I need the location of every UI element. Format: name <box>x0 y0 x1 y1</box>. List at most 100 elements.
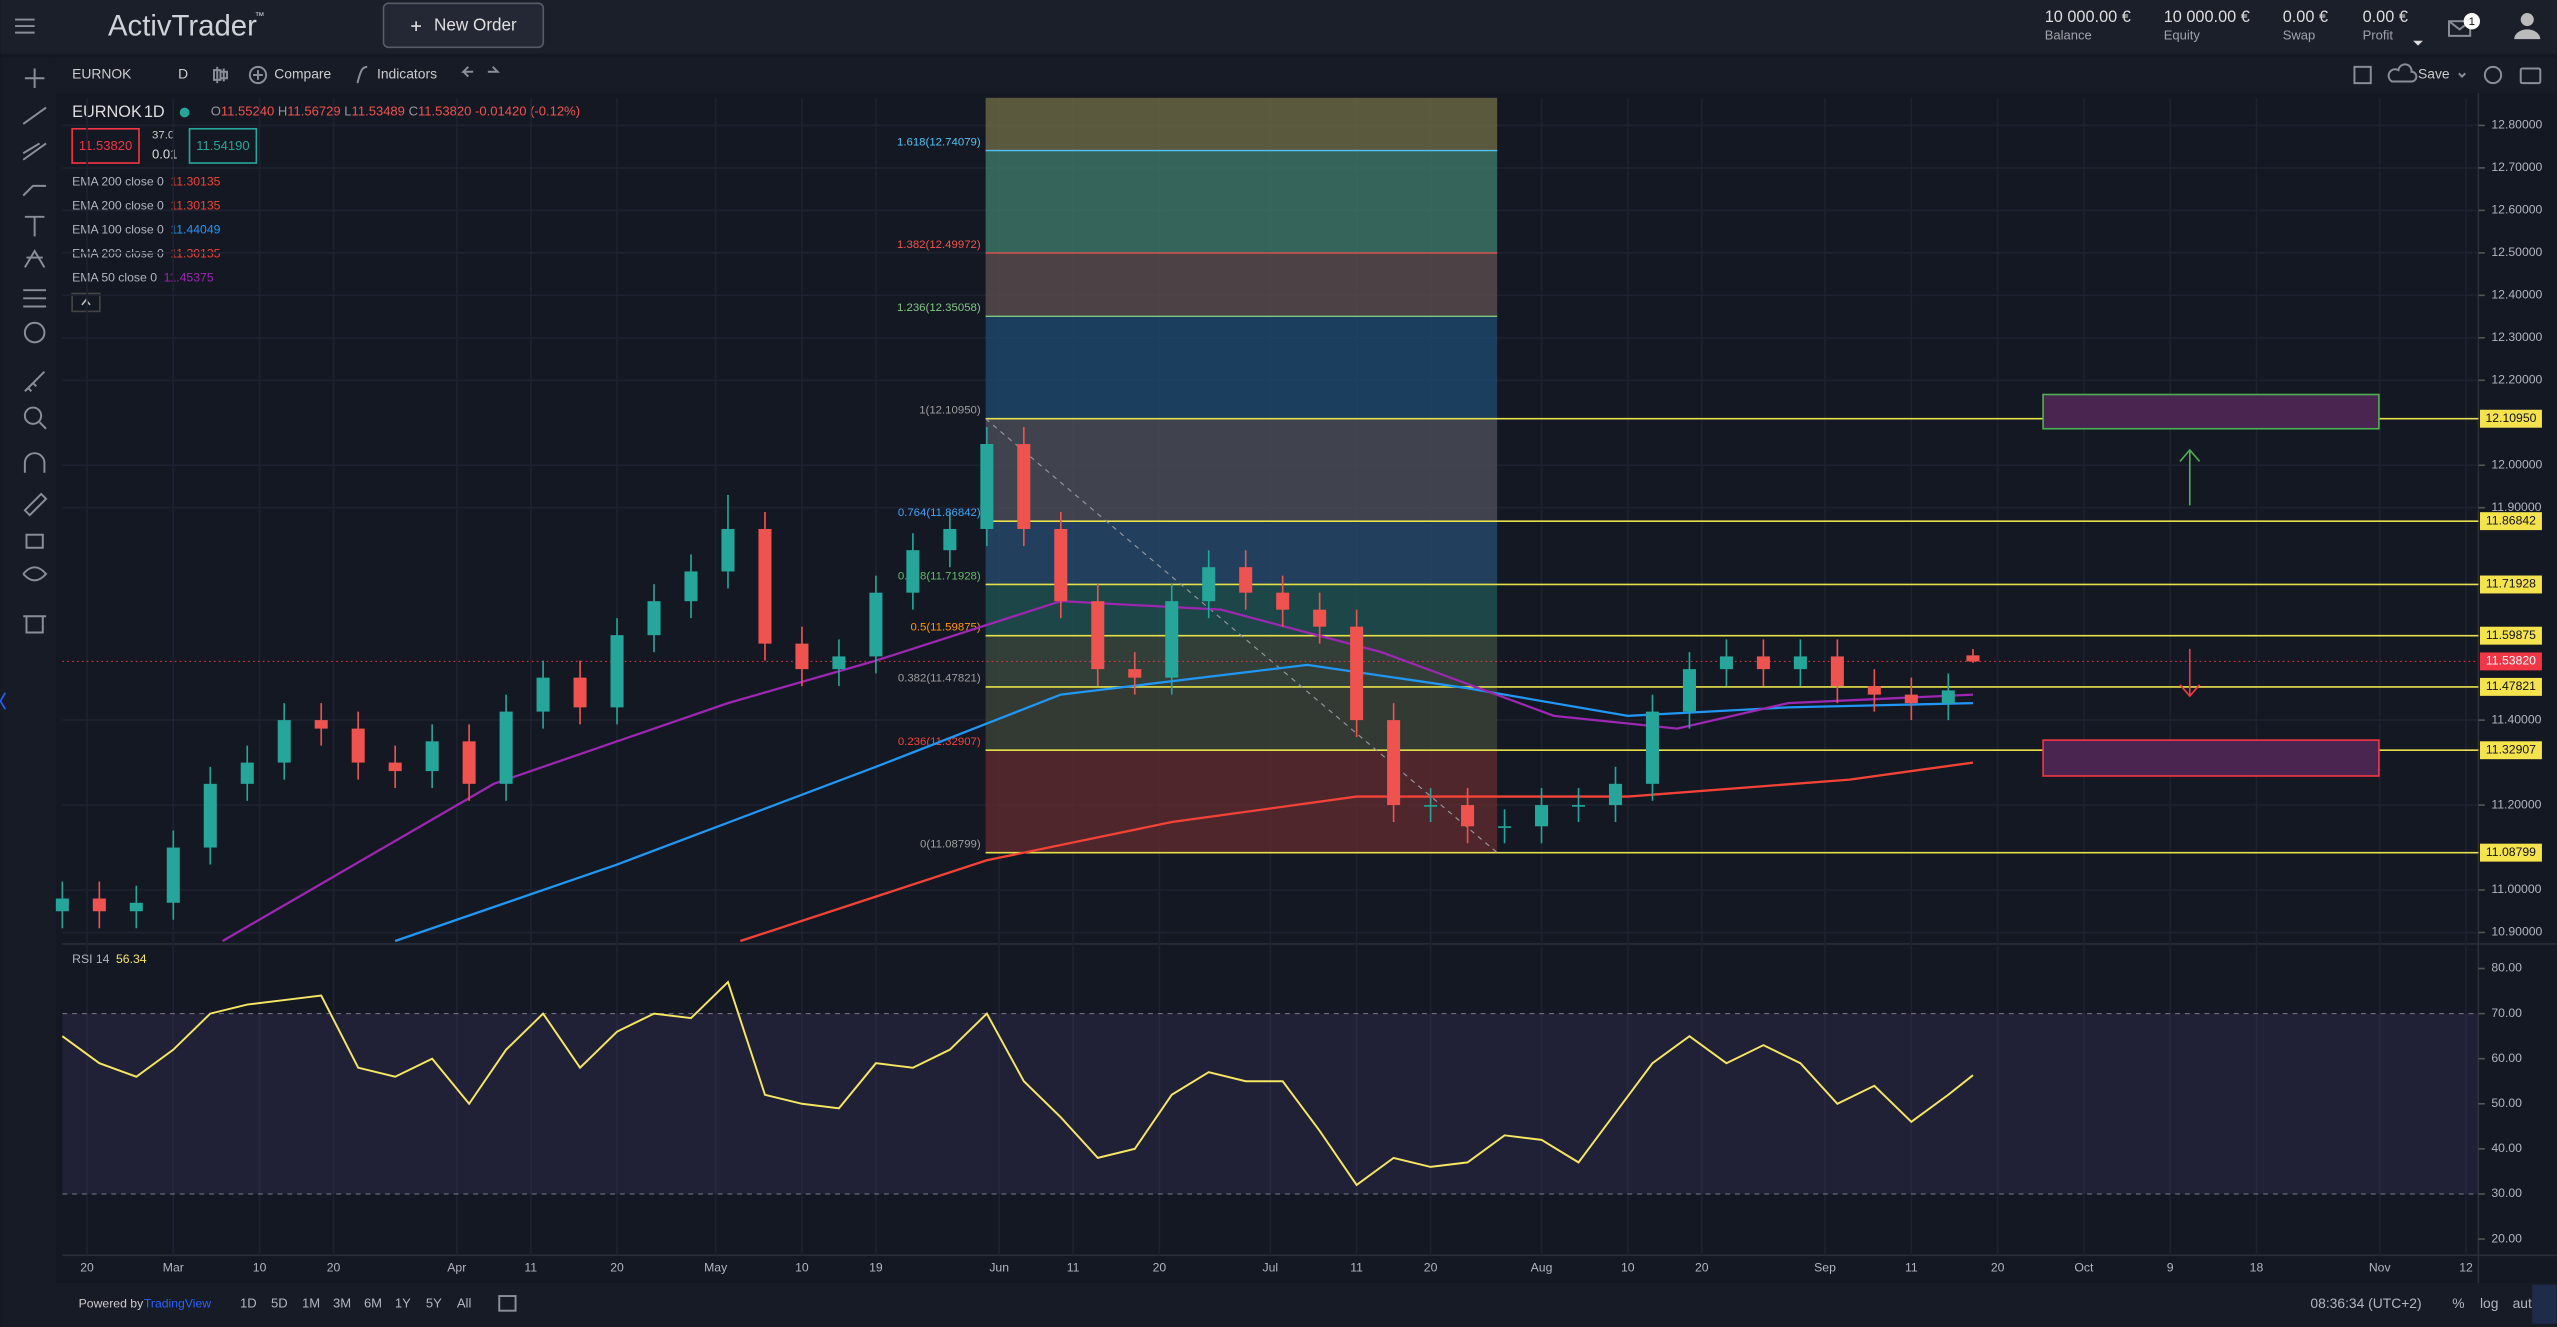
brand-link[interactable]: TradingView <box>144 1296 211 1310</box>
price-label: 11.71928 <box>2486 577 2536 591</box>
fib-band <box>985 584 1498 636</box>
account-button[interactable] <box>2514 13 2541 40</box>
candle-body <box>758 528 772 644</box>
interval-button[interactable]: D <box>178 66 188 82</box>
study-name: EMA 50 close 0 <box>72 271 157 285</box>
candle-body <box>462 741 476 784</box>
current-price-box <box>2479 652 2542 671</box>
candle-body <box>1054 528 1068 602</box>
ohlc-value: 11.55240 <box>221 104 274 119</box>
candle-body <box>1424 805 1438 807</box>
logo-mark: ™ <box>255 11 265 22</box>
candle-body <box>1276 592 1290 610</box>
y-tick-label: 60.00 <box>2491 1051 2522 1065</box>
range-button[interactable]: 5D <box>271 1296 288 1311</box>
candle-body <box>1830 656 1844 687</box>
fullscreen-button[interactable] <box>2353 65 2372 85</box>
side-panel-toggle[interactable] <box>2532 1284 2557 1324</box>
candle-body <box>277 720 291 763</box>
ohlc-key: C <box>409 104 418 119</box>
price-label-box <box>2479 843 2542 862</box>
snapshot-button[interactable] <box>2519 67 2542 85</box>
x-tick-label: 18 <box>2250 1261 2264 1275</box>
log-toggle[interactable]: log <box>2480 1295 2498 1311</box>
range-button[interactable]: 3M <box>333 1296 351 1311</box>
fib-level-label: 0.5(11.59875) <box>911 622 981 634</box>
candle-body <box>55 898 69 912</box>
balance-value: 10 000.00 € <box>2045 8 2131 26</box>
range-button[interactable]: 1Y <box>395 1296 411 1311</box>
fib-level-label: 1.618(12.74079) <box>897 136 981 148</box>
y-tick-label: 30.00 <box>2491 1186 2522 1200</box>
new-order-button[interactable]: New Order <box>382 2 545 49</box>
range-button[interactable]: 6M <box>364 1296 382 1311</box>
fib-level-label: 1(12.10950) <box>919 405 981 417</box>
bid-price: 11.53820 <box>79 138 132 153</box>
range-button[interactable]: All <box>457 1296 472 1311</box>
fib-level-label: 1.236(12.35058) <box>897 302 981 314</box>
sell-box[interactable] <box>71 127 140 164</box>
x-tick-label: Oct <box>2074 1261 2094 1275</box>
range-button[interactable]: 5Y <box>426 1296 442 1311</box>
range-button[interactable]: 1D <box>240 1296 257 1311</box>
indicators-button[interactable]: Indicators <box>356 66 437 84</box>
fib-level-label: 1.382(12.49972) <box>897 239 981 251</box>
candle-body <box>314 720 328 729</box>
study-item: EMA 50 close 0 11.45375 <box>72 271 214 285</box>
candle-body <box>721 528 735 572</box>
settings-button[interactable] <box>2483 65 2503 85</box>
candle-body <box>1867 686 1881 695</box>
symbol-input[interactable]: EURNOK <box>72 66 132 82</box>
messages-button[interactable]: 1 <box>2448 13 2480 37</box>
date-range-button[interactable] <box>498 1295 517 1312</box>
redo-button[interactable] <box>487 66 500 73</box>
menu-button[interactable] <box>15 18 35 34</box>
compare-button[interactable]: Compare <box>248 66 332 85</box>
candle-body <box>388 762 402 772</box>
candle-body <box>1350 626 1364 721</box>
y-tick-label: 50.00 <box>2491 1096 2522 1110</box>
profit-label[interactable]: Profit <box>2363 27 2394 42</box>
candle-body <box>1904 694 1918 704</box>
price-label-box <box>2479 626 2542 645</box>
profit-value[interactable]: 0.00 € <box>2363 8 2408 26</box>
compare-label: Compare <box>274 66 331 82</box>
fib-band <box>985 686 1498 751</box>
rsi-legend: RSI 14 56.34 <box>72 952 147 966</box>
x-tick-label: 11 <box>1350 1261 1363 1275</box>
drawing-tools[interactable] <box>22 68 48 634</box>
candle-body <box>536 677 550 712</box>
collapse-handle[interactable] <box>0 692 6 710</box>
ask-price: 11.54190 <box>196 138 249 153</box>
ema-line <box>222 600 1974 942</box>
x-tick-label: 10 <box>1621 1261 1635 1275</box>
undo-button[interactable] <box>461 66 474 78</box>
candle-body <box>351 728 365 763</box>
y-tick-label: 12.00000 <box>2491 457 2542 471</box>
y-tick-label: 12.60000 <box>2491 203 2542 217</box>
buy-box[interactable] <box>188 127 258 164</box>
x-tick-label: Apr <box>447 1261 466 1275</box>
candle-body <box>1387 720 1401 806</box>
candle-body <box>1966 655 1980 662</box>
x-tick-label: 20 <box>1424 1261 1438 1275</box>
profit-caret[interactable] <box>2413 40 2423 46</box>
percent-toggle[interactable]: % <box>2452 1295 2464 1311</box>
price-label-box <box>2479 409 2542 428</box>
candle-body <box>1608 783 1623 806</box>
current-price-label: 11.53820 <box>2486 654 2536 668</box>
study-name: EMA 100 close 0 <box>72 223 164 237</box>
y-tick-label: 11.40000 <box>2491 712 2541 726</box>
x-tick-label: 20 <box>1153 1261 1167 1275</box>
candle-body <box>129 902 143 912</box>
legend-collapse[interactable] <box>71 292 101 313</box>
save-button[interactable]: Save <box>2387 63 2466 83</box>
y-tick-label: 12.20000 <box>2491 373 2542 387</box>
x-tick-label: Mar <box>163 1261 184 1275</box>
range-button[interactable]: 1M <box>302 1296 320 1311</box>
candle-body <box>1571 805 1586 807</box>
chart-style-button[interactable] <box>212 66 228 84</box>
